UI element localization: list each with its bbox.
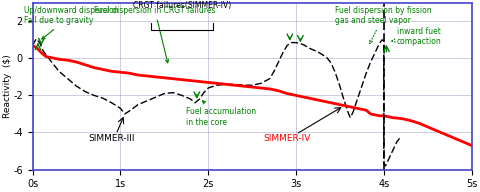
Text: CRGT failures(SIMMER-IV): CRGT failures(SIMMER-IV)	[133, 1, 231, 10]
Text: SIMMER-IV: SIMMER-IV	[264, 133, 311, 142]
Text: Up/downward dispersion
Fall due to gravity: Up/downward dispersion Fall due to gravi…	[24, 6, 119, 39]
Y-axis label: Reactivity  ($): Reactivity ($)	[3, 54, 12, 118]
Text: Fuel dispersion by fission
gas and steel vapor: Fuel dispersion by fission gas and steel…	[336, 6, 432, 44]
Text: inward fuet
compaction: inward fuet compaction	[391, 27, 442, 46]
Text: Fuel accumulation
in the core: Fuel accumulation in the core	[186, 101, 256, 127]
Text: SIMMER-III: SIMMER-III	[88, 133, 135, 142]
Text: Fuel dispersion in CRGT failures: Fuel dispersion in CRGT failures	[94, 6, 216, 63]
